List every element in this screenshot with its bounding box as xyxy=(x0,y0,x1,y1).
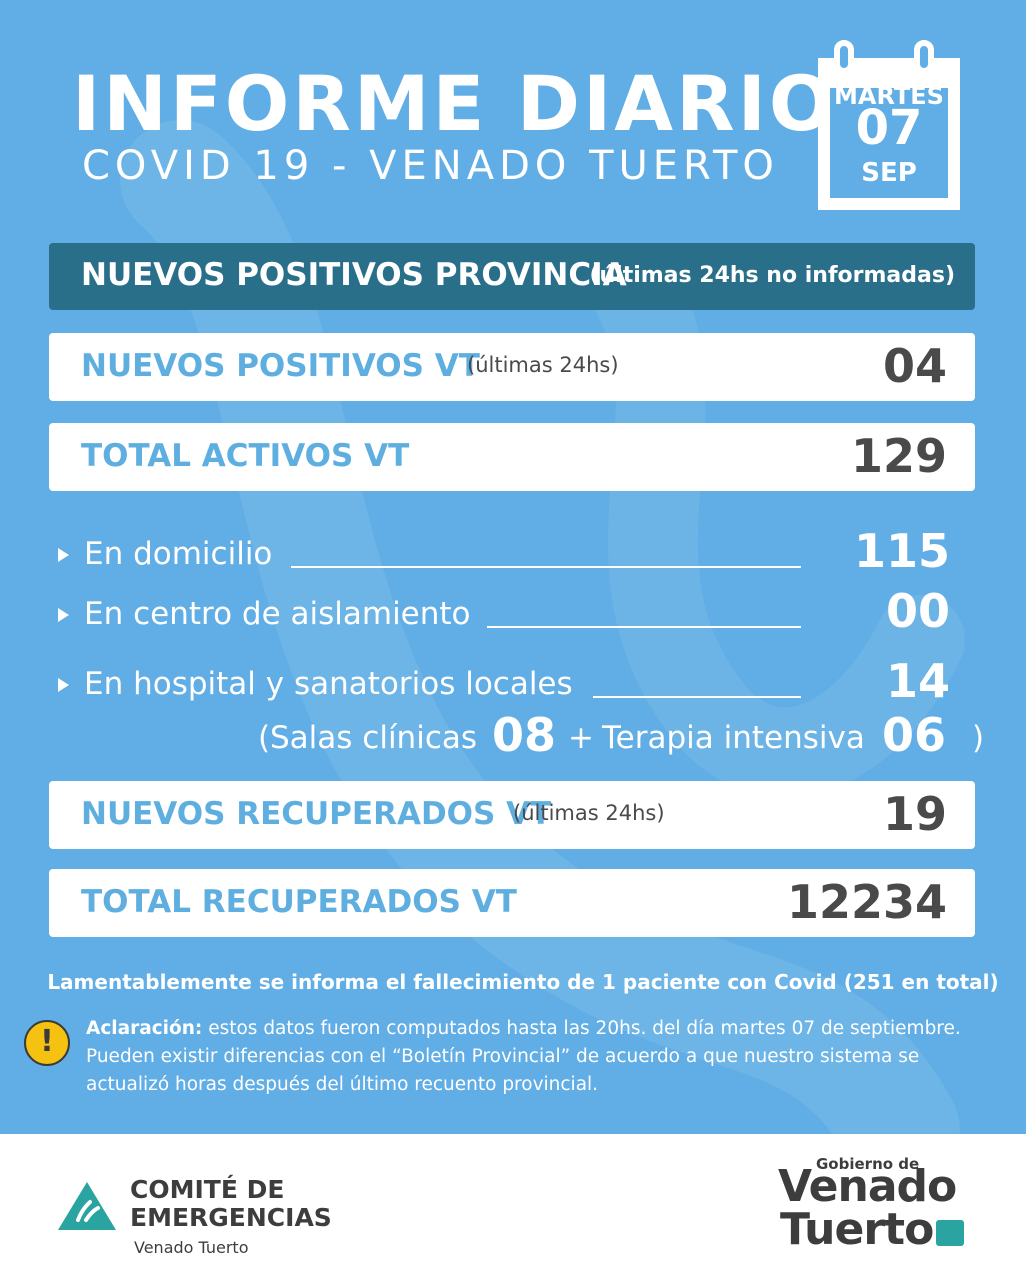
total-recuperados-label: TOTAL RECUPERADOS VT xyxy=(81,884,517,920)
total-recuperados-card: TOTAL RECUPERADOS VT 12234 xyxy=(49,869,975,937)
dotted-leader-line xyxy=(593,696,801,698)
venado-label: Venado xyxy=(778,1161,957,1212)
dotted-leader-line xyxy=(487,626,801,628)
calendar-ring-icon xyxy=(914,40,934,74)
nuevos-recuperados-value: 19 xyxy=(882,787,947,841)
comite-line2: EMERGENCIAS xyxy=(130,1203,332,1232)
disclaimer: Aclaración: estos datos fueron computado… xyxy=(86,1015,986,1099)
salas-value: 08 xyxy=(492,708,557,762)
nuevos-recuperados-card: NUEVOS RECUPERADOS VT (últimas 24hs) 19 xyxy=(49,781,975,849)
dotted-leader-line xyxy=(291,566,801,568)
terapia-label: Terapia intensiva xyxy=(602,720,865,756)
total-recuperados-value: 12234 xyxy=(786,875,947,929)
calendar-month: SEP xyxy=(861,158,917,188)
nuevos-recuperados-note: (últimas 24hs) xyxy=(513,801,665,825)
salas-label: Salas clínicas xyxy=(270,720,478,756)
breakdown-label: En domicilio xyxy=(84,536,273,572)
nuevos-positivos-label: NUEVOS POSITIVOS VT xyxy=(81,348,480,384)
breakdown-row-aislamiento: En centro de aislamiento 00 xyxy=(58,584,958,642)
salas-close-paren: ) xyxy=(972,720,985,756)
bullet-triangle-icon xyxy=(58,548,69,562)
calendar-ring-icon xyxy=(834,40,854,74)
total-activos-value: 129 xyxy=(850,429,947,483)
nuevos-positivos-card: NUEVOS POSITIVOS VT (últimas 24hs) 04 xyxy=(49,333,975,401)
comite-subtitle: Venado Tuerto xyxy=(134,1238,249,1257)
comite-logo-icon xyxy=(58,1182,116,1230)
disclaimer-title: Aclaración: xyxy=(86,1018,203,1039)
breakdown-value: 115 xyxy=(853,524,950,578)
nuevos-positivos-note: (últimas 24hs) xyxy=(467,353,619,377)
salas-plus: + xyxy=(568,720,594,756)
deceased-notice: Lamentablemente se informa el fallecimie… xyxy=(47,970,999,994)
provincia-note: (últimas 24hs no informadas) xyxy=(589,263,955,288)
warning-icon: ! xyxy=(24,1020,70,1066)
page-title: INFORME DIARIO xyxy=(72,59,837,148)
calendar-day: 07 xyxy=(855,100,923,156)
breakdown-label: En hospital y sanatorios locales xyxy=(84,666,573,702)
salas-breakdown: ( Salas clínicas 08 + Terapia intensiva … xyxy=(258,708,998,764)
gobierno-label: Gobierno de xyxy=(816,1155,920,1173)
breakdown-value: 00 xyxy=(885,584,950,638)
poster-background: INFORME DIARIO COVID 19 - VENADO TUERTO … xyxy=(0,0,1026,1134)
page-subtitle: COVID 19 - VENADO TUERTO xyxy=(82,143,779,189)
footer xyxy=(0,1134,1026,1280)
total-activos-label: TOTAL ACTIVOS VT xyxy=(81,438,410,474)
breakdown-row-domicilio: En domicilio 115 xyxy=(58,524,958,582)
breakdown-label: En centro de aislamiento xyxy=(84,596,471,632)
nuevos-recuperados-label: NUEVOS RECUPERADOS VT xyxy=(81,796,552,832)
total-activos-card: TOTAL ACTIVOS VT 129 xyxy=(49,423,975,491)
terapia-value: 06 xyxy=(882,708,947,762)
comite-logo-text: COMITÉ DE EMERGENCIAS Venado Tuerto xyxy=(130,1175,332,1258)
salas-open-paren: ( xyxy=(258,720,271,756)
calendar-face: MARTES 07 SEP xyxy=(830,82,948,198)
vt-logo-icon xyxy=(936,1220,964,1246)
nuevos-positivos-value: 04 xyxy=(882,339,947,393)
breakdown-value: 14 xyxy=(885,654,950,708)
comite-line1: COMITÉ DE xyxy=(130,1175,285,1204)
tuerto-label: Tuerto xyxy=(780,1204,934,1255)
provincia-bar: NUEVOS POSITIVOS PROVINCIA (últimas 24hs… xyxy=(49,243,975,310)
disclaimer-text: estos datos fueron computados hasta las … xyxy=(86,1018,961,1095)
calendar-icon: MARTES 07 SEP xyxy=(818,40,960,210)
bullet-triangle-icon xyxy=(58,678,69,692)
breakdown-row-hospital: En hospital y sanatorios locales 14 xyxy=(58,654,958,712)
calendar-weekday: MARTES xyxy=(834,82,944,110)
bullet-triangle-icon xyxy=(58,608,69,622)
provincia-label: NUEVOS POSITIVOS PROVINCIA xyxy=(81,257,627,293)
